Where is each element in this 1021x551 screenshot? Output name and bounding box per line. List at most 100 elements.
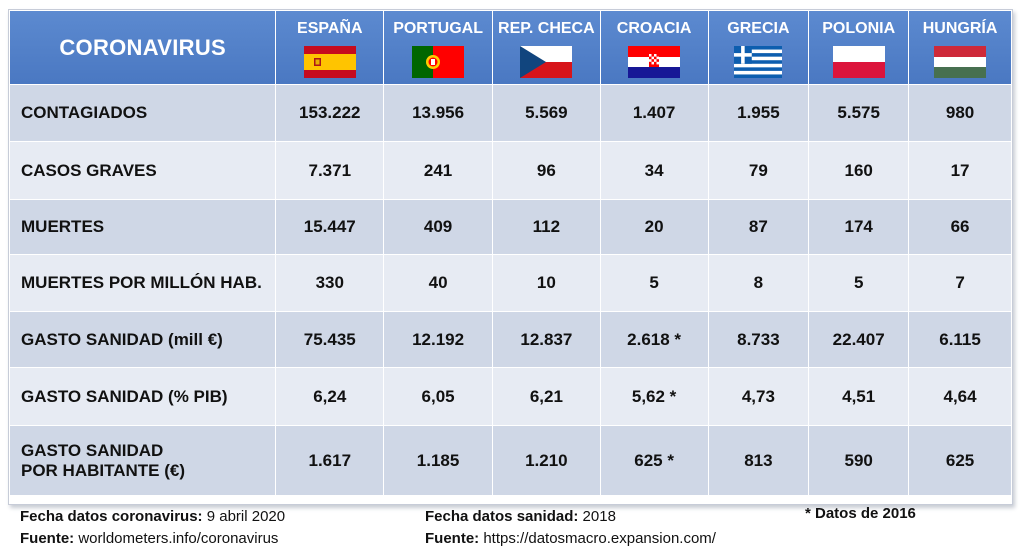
row-label-line: GASTO SANIDAD [21, 440, 164, 460]
country-header-portugal: PORTUGAL [384, 11, 494, 85]
health-date-label: Fecha datos sanidad: [425, 508, 579, 525]
table-cell: 12.837 [493, 312, 601, 368]
row-label: CONTAGIADOS [10, 85, 277, 142]
table-cell: 6,24 [276, 368, 385, 426]
table-cell: 8.733 [708, 312, 810, 368]
country-name: ESPAÑA [297, 20, 363, 37]
table-cell: 6,05 [384, 368, 494, 426]
table-cell: 17 [909, 142, 1012, 200]
croatia-flag-icon [628, 46, 681, 78]
health-source-value: https://datosmacro.expansion.com/ [479, 530, 716, 547]
czech-flag-icon [520, 46, 573, 78]
table-cell: 1.185 [384, 426, 494, 496]
country-header-czech: REP. CHECA [493, 11, 601, 85]
table-cell: 625 [909, 426, 1012, 496]
table-row-muertes-por-millon: MUERTES POR MILLÓN HAB. 330 40 10 5 8 5 … [10, 255, 1012, 312]
covid-source-value: worldometers.info/coronavirus [74, 530, 279, 547]
table-cell: 8 [708, 255, 810, 312]
footer-coronavirus-info: Fecha datos coronavirus: 9 abril 2020 Fu… [20, 506, 285, 550]
country-header-croatia: CROACIA [600, 11, 709, 85]
table-cell: 7.371 [276, 142, 385, 200]
table-cell: 2.618 * [600, 312, 709, 368]
table-cell: 10 [493, 255, 601, 312]
table-cell: 5.569 [493, 85, 601, 142]
covid-date-label: Fecha datos coronavirus: [20, 508, 203, 525]
table-cell: 409 [384, 200, 494, 255]
footnote: * Datos de 2016 [805, 505, 916, 522]
table-title: CORONAVIRUS [10, 11, 277, 85]
table-cell: 13.956 [384, 85, 494, 142]
country-header-hungary: HUNGRÍA [909, 11, 1012, 85]
table-cell: 4,64 [909, 368, 1012, 426]
table-cell: 1.617 [276, 426, 385, 496]
table-cell: 87 [708, 200, 810, 255]
country-header-spain: ESPAÑA [276, 11, 385, 85]
row-label: GASTO SANIDAD (% PIB) [10, 368, 277, 426]
country-name: GRECIA [727, 20, 790, 37]
footer-health-info: Fecha datos sanidad: 2018 Fuente: https:… [425, 506, 716, 550]
portugal-flag-icon [412, 46, 465, 78]
table-cell: 22.407 [809, 312, 910, 368]
country-name: PORTUGAL [393, 20, 483, 37]
table-cell: 112 [493, 200, 601, 255]
table-cell: 5 [600, 255, 709, 312]
data-table-card: CORONAVIRUS ESPAÑA PORTUGAL [8, 9, 1013, 505]
table-cell: 174 [809, 200, 910, 255]
row-label-line: POR HABITANTE (€) [21, 460, 186, 480]
covid-source-label: Fuente: [20, 530, 75, 547]
table-cell: 34 [600, 142, 709, 200]
table-cell: 153.222 [276, 85, 385, 142]
row-label: GASTO SANIDAD (mill €) [10, 312, 277, 368]
greece-flag-icon [734, 46, 783, 78]
table-cell: 241 [384, 142, 494, 200]
table-cell: 7 [909, 255, 1012, 312]
country-name: POLONIA [822, 20, 896, 37]
table-row-muertes: MUERTES 15.447 409 112 20 87 174 66 [10, 200, 1012, 255]
country-name: HUNGRÍA [922, 20, 998, 37]
country-header-greece: GRECIA [708, 11, 810, 85]
coronavirus-comparison-table: CORONAVIRUS ESPAÑA PORTUGAL [10, 11, 1012, 496]
row-label: GASTO SANIDAD POR HABITANTE (€) [10, 426, 277, 496]
row-label: CASOS GRAVES [10, 142, 277, 200]
table-cell: 1.407 [600, 85, 709, 142]
table-row-casos-graves: CASOS GRAVES 7.371 241 96 34 79 160 17 [10, 142, 1012, 200]
table-cell: 66 [909, 200, 1012, 255]
table-cell: 1.210 [493, 426, 601, 496]
country-header-poland: POLONIA [809, 11, 910, 85]
table-cell: 12.192 [384, 312, 494, 368]
table-cell: 625 * [600, 426, 709, 496]
health-date-value: 2018 [578, 508, 616, 525]
table-cell: 15.447 [276, 200, 385, 255]
table-cell: 590 [809, 426, 910, 496]
table-cell: 813 [708, 426, 810, 496]
spain-flag-icon [303, 46, 356, 78]
country-name: CROACIA [616, 20, 692, 37]
table-cell: 6.115 [909, 312, 1012, 368]
table-cell: 4,73 [708, 368, 810, 426]
table-cell: 79 [708, 142, 810, 200]
row-label: MUERTES [10, 200, 277, 255]
table-row-contagiados: CONTAGIADOS 153.222 13.956 5.569 1.407 1… [10, 85, 1012, 142]
table-row-gasto-por-habitante: GASTO SANIDAD POR HABITANTE (€) 1.617 1.… [10, 426, 1012, 496]
poland-flag-icon [832, 46, 885, 78]
table-cell: 1.955 [708, 85, 810, 142]
table-cell: 20 [600, 200, 709, 255]
header-row: CORONAVIRUS ESPAÑA PORTUGAL [10, 11, 1012, 85]
country-name: REP. CHECA [498, 20, 595, 37]
table-cell: 980 [909, 85, 1012, 142]
table-row-gasto-sanidad-mill: GASTO SANIDAD (mill €) 75.435 12.192 12.… [10, 312, 1012, 368]
table-row-gasto-sanidad-pib: GASTO SANIDAD (% PIB) 6,24 6,05 6,21 5,6… [10, 368, 1012, 426]
table-cell: 6,21 [493, 368, 601, 426]
table-cell: 96 [493, 142, 601, 200]
covid-date-value: 9 abril 2020 [202, 508, 286, 525]
table-cell: 40 [384, 255, 494, 312]
table-cell: 5.575 [809, 85, 910, 142]
health-source-label: Fuente: [425, 530, 480, 547]
table-cell: 5 [809, 255, 910, 312]
row-label: MUERTES POR MILLÓN HAB. [10, 255, 277, 312]
table-cell: 4,51 [809, 368, 910, 426]
table-cell: 75.435 [276, 312, 385, 368]
hungary-flag-icon [934, 46, 987, 78]
table-cell: 160 [809, 142, 910, 200]
table-cell: 5,62 * [600, 368, 709, 426]
